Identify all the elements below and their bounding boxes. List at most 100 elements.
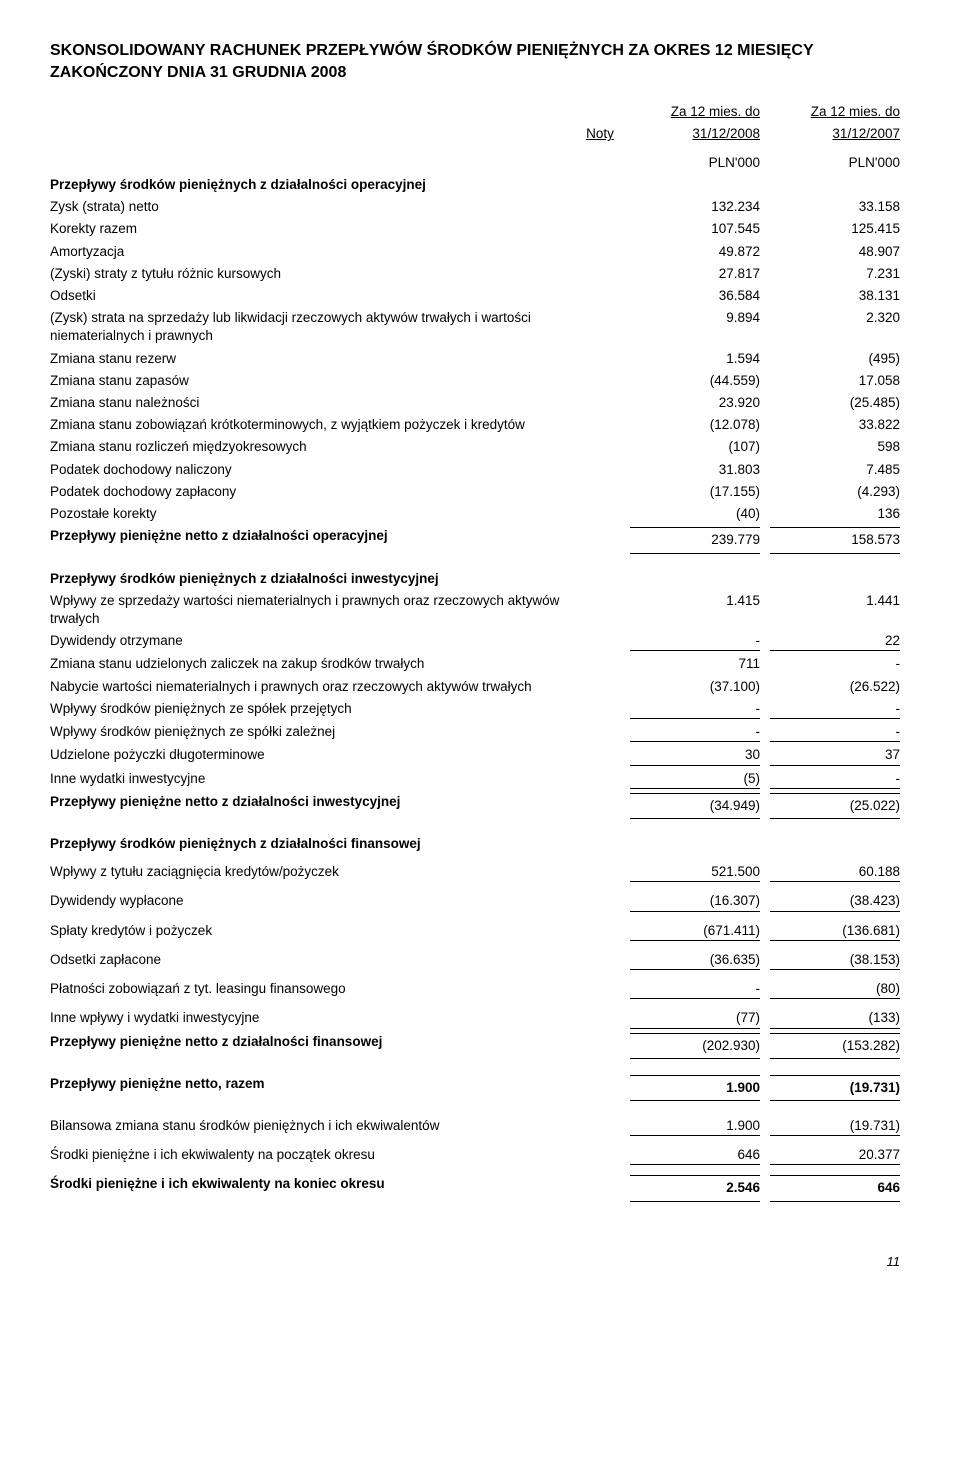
row-value-2: 7.231 bbox=[770, 263, 910, 285]
section-heading-operating: Przepływy środków pieniężnych z działaln… bbox=[50, 174, 570, 196]
row-label: Inne wydatki inwestycyjne bbox=[50, 768, 570, 791]
row-value-1: 49.872 bbox=[630, 241, 770, 263]
row-value-2: 33.822 bbox=[770, 414, 910, 436]
end-cash-v1: 2.546 bbox=[630, 1175, 760, 1201]
row-value-1: 31.803 bbox=[630, 459, 770, 481]
row-value-1: 27.817 bbox=[630, 263, 770, 285]
row-value-2: (4.293) bbox=[770, 481, 910, 503]
row-value-1: (107) bbox=[630, 436, 770, 458]
row-label: Odsetki bbox=[50, 285, 570, 307]
row-value-1: - bbox=[630, 630, 770, 653]
row-label: Korekty razem bbox=[50, 218, 570, 240]
row-value-1: 521.500 bbox=[630, 855, 770, 884]
row-value-2: (38.153) bbox=[770, 943, 910, 972]
op-total-label: Przepływy pieniężne netto z działalności… bbox=[50, 525, 570, 555]
row-label: Podatek dochodowy naliczony bbox=[50, 459, 570, 481]
row-value-1: 711 bbox=[630, 653, 770, 675]
row-label: Zmiana stanu rozliczeń międzyokresowych bbox=[50, 436, 570, 458]
row-value-2: (38.423) bbox=[770, 884, 910, 913]
row-value-2: 37 bbox=[770, 744, 910, 767]
row-value-2: 20.377 bbox=[770, 1138, 910, 1167]
row-value-2: 7.485 bbox=[770, 459, 910, 481]
row-label: Zmiana stanu należności bbox=[50, 392, 570, 414]
period-2-label: Za 12 mies. do bbox=[811, 104, 900, 119]
period-1-label: Za 12 mies. do bbox=[671, 104, 760, 119]
row-value-1: 36.584 bbox=[630, 285, 770, 307]
row-value-2: - bbox=[770, 698, 910, 721]
row-label: Udzielone pożyczki długoterminowe bbox=[50, 744, 570, 767]
row-value-1: 30 bbox=[630, 744, 770, 767]
row-value-2: (19.731) bbox=[770, 1103, 910, 1138]
row-value-1: - bbox=[630, 698, 770, 721]
net-total-v2: (19.731) bbox=[770, 1075, 900, 1101]
row-label: Pozostałe korekty bbox=[50, 503, 570, 525]
row-value-2: 598 bbox=[770, 436, 910, 458]
row-label: Inne wpływy i wydatki inwestycyjne bbox=[50, 1001, 570, 1030]
row-value-1: (77) bbox=[630, 1001, 770, 1030]
net-total-label: Przepływy pieniężne netto, razem bbox=[50, 1061, 570, 1103]
row-value-2: 17.058 bbox=[770, 370, 910, 392]
section-heading-investing: Przepływy środków pieniężnych z działaln… bbox=[50, 556, 570, 590]
row-value-1: (671.411) bbox=[630, 914, 770, 943]
row-label: Amortyzacja bbox=[50, 241, 570, 263]
row-value-2: (495) bbox=[770, 348, 910, 370]
fin-total-v1: (202.930) bbox=[630, 1033, 760, 1059]
row-label: Płatności zobowiązań z tyt. leasingu fin… bbox=[50, 972, 570, 1001]
row-label: Zmiana stanu zobowiązań krótkoterminowyc… bbox=[50, 414, 570, 436]
end-cash-v2: 646 bbox=[770, 1175, 900, 1201]
row-value-1: (44.559) bbox=[630, 370, 770, 392]
row-value-2: (133) bbox=[770, 1001, 910, 1030]
noty-header: Noty bbox=[586, 126, 614, 141]
fin-total-v2: (153.282) bbox=[770, 1033, 900, 1059]
row-label: Wpływy z tytułu zaciągnięcia kredytów/po… bbox=[50, 855, 570, 884]
op-total-v1: 239.779 bbox=[630, 527, 760, 553]
section-heading-financing: Przepływy środków pieniężnych z działaln… bbox=[50, 821, 570, 855]
row-label: (Zysk) strata na sprzedaży lub likwidacj… bbox=[50, 307, 570, 347]
row-value-2: 48.907 bbox=[770, 241, 910, 263]
row-value-1: 23.920 bbox=[630, 392, 770, 414]
row-value-1: (16.307) bbox=[630, 884, 770, 913]
net-total-v1: 1.900 bbox=[630, 1075, 760, 1101]
row-value-2: (136.681) bbox=[770, 914, 910, 943]
row-value-1: (36.635) bbox=[630, 943, 770, 972]
row-value-2: - bbox=[770, 721, 910, 744]
row-value-1: (37.100) bbox=[630, 676, 770, 698]
row-value-1: (40) bbox=[630, 503, 770, 525]
row-label: (Zyski) straty z tytułu różnic kursowych bbox=[50, 263, 570, 285]
row-label: Bilansowa zmiana stanu środków pieniężny… bbox=[50, 1103, 570, 1138]
row-value-1: 646 bbox=[630, 1138, 770, 1167]
date-1: 31/12/2008 bbox=[692, 126, 760, 141]
row-value-2: 2.320 bbox=[770, 307, 910, 347]
row-label: Wpływy środków pieniężnych ze spółki zal… bbox=[50, 721, 570, 744]
row-value-2: (25.485) bbox=[770, 392, 910, 414]
row-value-2: 22 bbox=[770, 630, 910, 653]
row-value-1: (12.078) bbox=[630, 414, 770, 436]
inv-total-label: Przepływy pieniężne netto z działalności… bbox=[50, 791, 570, 821]
inv-total-v2: (25.022) bbox=[770, 793, 900, 819]
row-value-2: 33.158 bbox=[770, 196, 910, 218]
row-value-1: (17.155) bbox=[630, 481, 770, 503]
row-value-1: (5) bbox=[630, 768, 770, 791]
row-label: Nabycie wartości niematerialnych i prawn… bbox=[50, 676, 570, 698]
row-label: Dywidendy otrzymane bbox=[50, 630, 570, 653]
row-value-2: 136 bbox=[770, 503, 910, 525]
page-number: 11 bbox=[50, 1254, 910, 1269]
inv-total-v1: (34.949) bbox=[630, 793, 760, 819]
row-value-1: 9.894 bbox=[630, 307, 770, 347]
row-value-1: 132.234 bbox=[630, 196, 770, 218]
row-value-2: 125.415 bbox=[770, 218, 910, 240]
unit-2: PLN'000 bbox=[770, 146, 910, 174]
row-value-1: - bbox=[630, 721, 770, 744]
row-value-2: 38.131 bbox=[770, 285, 910, 307]
row-label: Zmiana stanu rezerw bbox=[50, 348, 570, 370]
row-label: Wpływy środków pieniężnych ze spółek prz… bbox=[50, 698, 570, 721]
row-value-2: 60.188 bbox=[770, 855, 910, 884]
unit-1: PLN'000 bbox=[630, 146, 770, 174]
row-value-1: 107.545 bbox=[630, 218, 770, 240]
row-label: Zysk (strata) netto bbox=[50, 196, 570, 218]
row-label: Podatek dochodowy zapłacony bbox=[50, 481, 570, 503]
row-label: Wpływy ze sprzedaży wartości niematerial… bbox=[50, 590, 570, 630]
cashflow-table: Za 12 mies. do Za 12 mies. do Noty 31/12… bbox=[50, 101, 910, 1203]
row-value-2: (26.522) bbox=[770, 676, 910, 698]
row-label: Dywidendy wypłacone bbox=[50, 884, 570, 913]
